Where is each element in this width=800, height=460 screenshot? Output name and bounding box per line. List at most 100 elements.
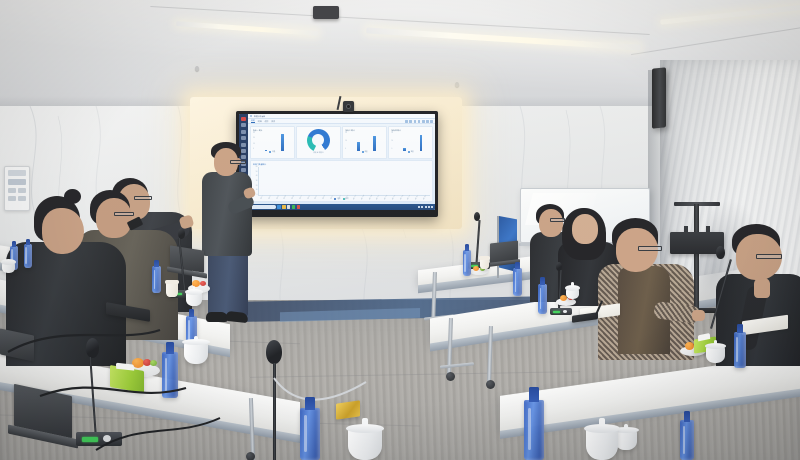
microphone-led xyxy=(82,437,98,442)
kpi-card-1-bars xyxy=(258,133,291,151)
dashboard-toolbar[interactable] xyxy=(405,120,433,123)
ytick: 20 xyxy=(391,132,394,134)
green-fruit-icon xyxy=(480,267,485,271)
head xyxy=(572,214,598,244)
main-chart-title: 各部门数量统计 xyxy=(253,164,267,166)
teacup-knob xyxy=(362,418,368,426)
chart-icon[interactable] xyxy=(241,136,246,141)
glasses xyxy=(638,246,662,251)
explorer-icon[interactable] xyxy=(282,205,286,209)
glasses xyxy=(134,196,152,200)
taskbar-search-input[interactable] xyxy=(250,205,276,209)
legend-label: 本期 xyxy=(337,199,341,200)
panel-button[interactable] xyxy=(8,188,16,193)
display-screen[interactable]: 数据分析看板 总览 明细 趋势 报表 xyxy=(239,114,435,210)
logo-icon[interactable] xyxy=(241,117,246,121)
main-chart-yaxis: 60 50 40 30 20 10 0 xyxy=(253,167,258,196)
cable-group xyxy=(7,328,221,451)
more-icon[interactable] xyxy=(430,120,433,123)
teacup-knob xyxy=(571,282,574,287)
teacup-knob xyxy=(192,286,196,291)
kpi-card-1[interactable]: 指标一 统计 30 20 10 0 xyxy=(250,125,295,159)
teacup-lid xyxy=(345,424,385,433)
tab-trend[interactable]: 趋势 xyxy=(264,120,269,123)
wall-control-panel[interactable] xyxy=(4,166,30,211)
dashboard-tabs[interactable]: 总览 明细 趋势 报表 xyxy=(248,119,435,124)
volume-icon[interactable] xyxy=(421,205,424,209)
dashboard-titlebar: 数据分析看板 xyxy=(248,114,435,119)
taskbar-tray[interactable] xyxy=(418,205,433,209)
filter-icon[interactable] xyxy=(405,120,408,123)
print-icon[interactable] xyxy=(417,120,421,123)
fruit-plate xyxy=(556,295,576,306)
blue-water-bottle xyxy=(524,386,544,460)
tab-detail[interactable]: 明细 xyxy=(257,120,262,123)
wall-speaker-icon xyxy=(652,67,666,129)
kpi-card-donut[interactable]: 类别 A / 类别 B xyxy=(296,125,341,159)
network-icon[interactable] xyxy=(418,205,421,209)
legend-label: 同期 xyxy=(345,199,349,200)
office-icon[interactable] xyxy=(296,205,300,209)
refresh-icon[interactable] xyxy=(409,120,413,123)
panel-button[interactable] xyxy=(8,196,16,201)
kpi-card-1-title: 指标一 统计 xyxy=(253,129,263,132)
donut-wrap xyxy=(299,128,338,152)
fullscreen-icon[interactable] xyxy=(426,120,429,123)
microphone-mute-button[interactable] xyxy=(103,435,111,442)
tab-report[interactable]: 报表 xyxy=(271,120,276,123)
panel-button[interactable] xyxy=(18,196,26,201)
mail-icon[interactable] xyxy=(286,205,291,209)
edge-icon[interactable] xyxy=(277,205,281,209)
microphone-head-icon xyxy=(178,228,185,239)
clock-icon[interactable] xyxy=(431,205,433,209)
panel-buttons[interactable] xyxy=(8,188,26,193)
legend-label: 数量 xyxy=(364,151,368,153)
tab-overview[interactable]: 总览 xyxy=(251,120,255,123)
blue-water-bottle xyxy=(538,277,547,314)
table-caster xyxy=(446,372,455,381)
teacup-lid xyxy=(704,343,727,349)
windows-taskbar[interactable] xyxy=(248,204,435,210)
bar xyxy=(357,142,360,151)
microphone-base[interactable] xyxy=(550,308,572,315)
ytick: 0 xyxy=(256,194,258,196)
blue-water-bottle xyxy=(463,244,471,276)
orange-icon xyxy=(685,342,694,350)
presenter-legs xyxy=(208,252,248,316)
teacup-knob xyxy=(599,418,605,426)
cable xyxy=(273,377,367,401)
microphone-head-icon xyxy=(556,262,562,271)
fruit-plate xyxy=(188,280,210,293)
legend-label: 数量 xyxy=(272,151,276,153)
legend-swatch xyxy=(361,150,364,153)
tissue-sheet xyxy=(697,332,711,342)
microphone-mute-button[interactable] xyxy=(563,310,567,313)
ytick: 0 xyxy=(253,149,254,150)
kpi-card-4[interactable]: 指标四 统计 20 10 0 xyxy=(388,125,433,159)
gear-icon[interactable] xyxy=(241,129,246,134)
ime-icon[interactable] xyxy=(427,205,430,209)
panel-buttons[interactable] xyxy=(8,196,26,201)
list-icon[interactable] xyxy=(241,148,246,153)
panel-button[interactable] xyxy=(18,188,26,193)
sprinkler-head-2-icon xyxy=(455,82,459,87)
cup-lid xyxy=(165,279,179,284)
main-chart-card[interactable]: 各部门数量统计 60 50 40 30 20 10 0 部门一 部门二 部门三 部门四 部门五 部门六… xyxy=(250,160,433,202)
teacup-lid xyxy=(1,259,16,265)
battery-icon[interactable] xyxy=(424,205,427,209)
glasses xyxy=(114,212,134,216)
home-icon[interactable] xyxy=(241,123,246,128)
help-icon[interactable] xyxy=(241,168,246,173)
wechat-icon[interactable] xyxy=(291,205,296,209)
wall-display[interactable]: 数据分析看板 总览 明细 趋势 报表 xyxy=(236,111,438,217)
folder-icon[interactable] xyxy=(241,142,246,147)
download-icon[interactable] xyxy=(413,120,417,123)
blue-water-bottle xyxy=(513,261,522,296)
share-icon[interactable] xyxy=(422,120,425,123)
teacup-knob xyxy=(624,424,628,429)
layers-icon[interactable] xyxy=(241,155,246,160)
red-fruit-icon xyxy=(143,359,151,366)
kpi-card-3[interactable]: 指标三 统计 20 10 0 xyxy=(342,125,387,159)
dashboard-app[interactable]: 数据分析看板 总览 明细 趋势 报表 xyxy=(239,114,435,210)
